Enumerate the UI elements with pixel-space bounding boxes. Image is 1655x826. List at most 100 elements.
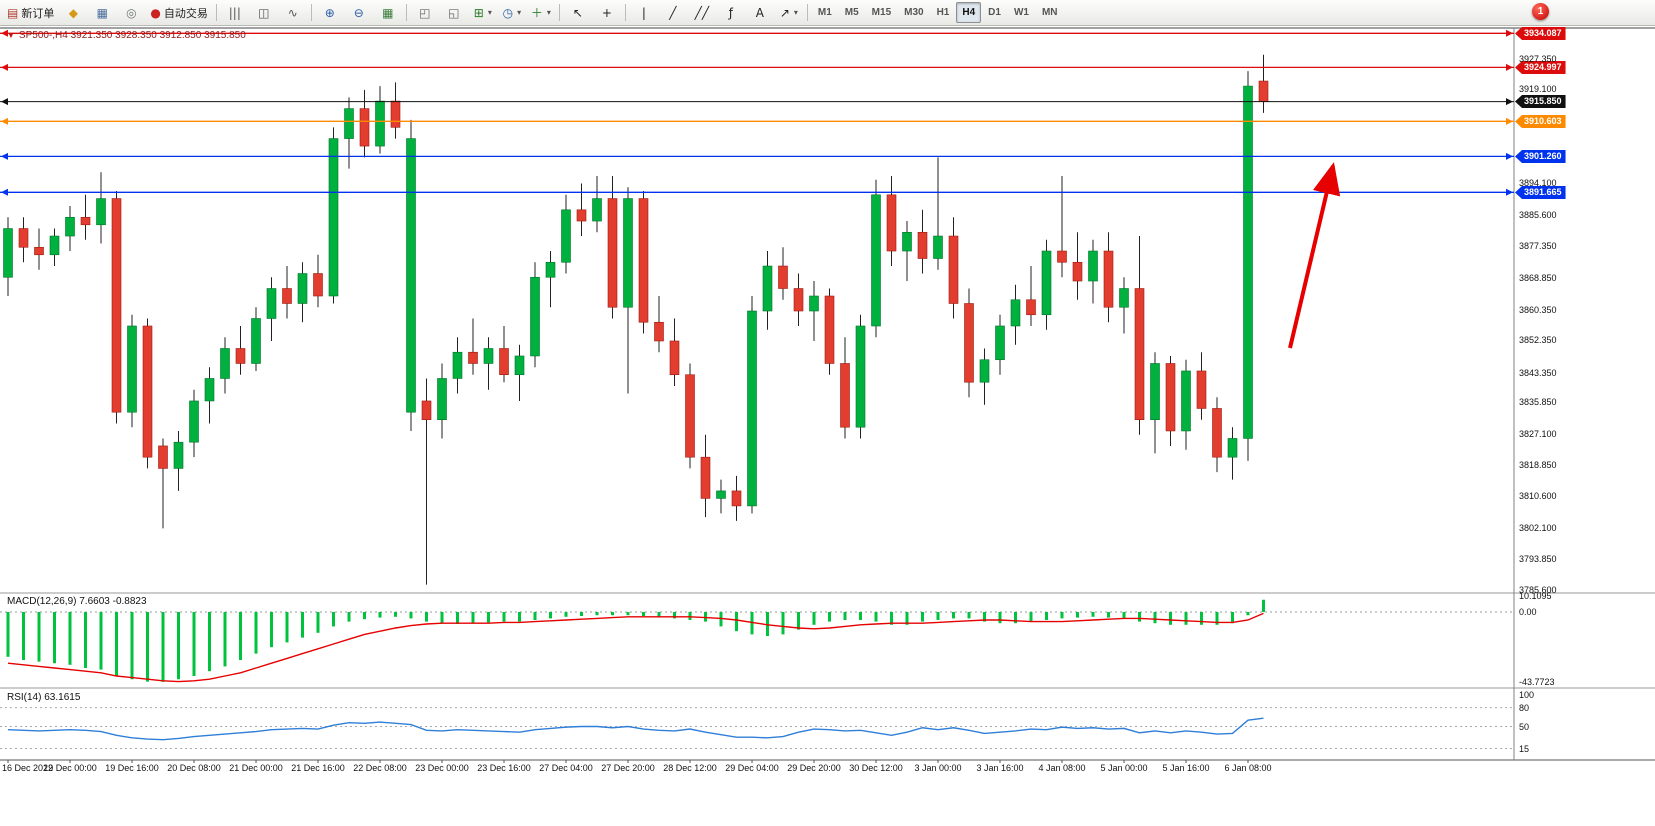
timeframe-button-w1[interactable]: W1	[1013, 7, 1029, 18]
candle	[468, 351, 478, 364]
timeframe-button-m1[interactable]: M1	[817, 7, 832, 18]
candle	[576, 209, 587, 222]
candle	[793, 288, 804, 312]
notification-badge[interactable]: 1	[1532, 3, 1549, 20]
timeframe-button-m15[interactable]: M15	[871, 7, 892, 18]
timeframe-button-d1[interactable]: D1	[988, 7, 1001, 18]
candle	[1103, 250, 1114, 308]
tile-windows-icon: ▦	[382, 5, 394, 20]
candle	[220, 348, 230, 379]
candle	[747, 310, 757, 507]
candle	[18, 228, 29, 248]
channel-icon[interactable]: ╱╱	[688, 1, 716, 24]
trend-arrow-annotation[interactable]	[1288, 162, 1341, 349]
candle	[1150, 363, 1160, 421]
toolbar-separator	[558, 4, 560, 21]
candle	[592, 198, 602, 222]
rsi-line	[7, 717, 1264, 741]
vertical-line-icon: |	[641, 5, 646, 20]
candle	[979, 359, 990, 383]
candle	[1134, 288, 1145, 421]
candle	[530, 276, 540, 357]
candle	[1212, 408, 1222, 458]
trendline-icon[interactable]: ╱	[659, 1, 687, 24]
candle	[80, 216, 91, 226]
candle	[49, 235, 60, 256]
candle	[328, 138, 339, 297]
candle	[1165, 363, 1176, 432]
new-order-button-label: 新订单	[21, 7, 55, 20]
zoom-out-icon[interactable]: ⊖	[345, 1, 373, 24]
candle	[127, 325, 137, 413]
line-chart-icon[interactable]: ∿	[279, 1, 307, 24]
candle	[189, 400, 199, 443]
vertical-line-icon[interactable]: |	[630, 1, 658, 24]
candle	[282, 288, 292, 304]
candle	[716, 490, 726, 499]
candle	[406, 138, 416, 413]
autotrading-button[interactable]: ● 自动交易	[146, 1, 211, 24]
candle	[437, 378, 447, 421]
arrows-tool-icon[interactable]: ↗ ▾	[775, 1, 803, 24]
indicators-icon[interactable]: ＋ ▾	[527, 1, 555, 24]
candle	[1227, 438, 1238, 458]
chart-canvas[interactable]	[0, 26, 1655, 826]
timeframe-button-h4[interactable]: H4	[956, 2, 982, 23]
bar-chart-icon: |||	[228, 5, 241, 20]
text-tool-icon[interactable]: A	[746, 1, 774, 24]
toolbar-separator	[215, 4, 217, 21]
market-watch-icon: ◆	[68, 5, 78, 20]
trendline-icon: ╱	[669, 5, 677, 20]
candle	[669, 340, 680, 376]
candle	[111, 198, 122, 413]
timeframe-button-h1[interactable]: H1	[936, 7, 950, 18]
candle	[731, 490, 742, 507]
candle	[1057, 250, 1067, 263]
cursor-icon: ↖	[572, 5, 583, 20]
new-chart-icon[interactable]: ⊞ ▾	[469, 1, 497, 24]
new-order-button[interactable]: ▤ 新订单	[3, 1, 58, 24]
candle	[964, 303, 974, 383]
periods-icon[interactable]: ◷ ▾	[498, 1, 526, 24]
cursor-icon[interactable]: ↖	[564, 1, 592, 24]
toolbar: ▤ 新订单 ◆ ▦ ◎ ● 自动交易 ||| ◫ ∿ ⊕ ⊖ ▦ ◰ ◱ ⊞ ▾ ◷ ▾ ＋ ▾ ↖ + | ╱ ╱╱ ƒ A ↗ ▾ M1…	[0, 0, 1655, 26]
bar-chart-icon[interactable]: |||	[221, 1, 249, 24]
candle	[499, 348, 509, 376]
autotrading-button: ●	[150, 5, 161, 20]
autotrading-button-label: 自动交易	[163, 7, 208, 20]
candlestick-chart-icon: ◫	[258, 5, 270, 20]
candle	[700, 456, 711, 499]
candle	[902, 231, 912, 252]
navigator-icon[interactable]: ◎	[117, 1, 145, 24]
candle	[452, 351, 463, 379]
fibonacci-icon: ƒ	[728, 5, 733, 20]
cascade-windows-icon[interactable]: ◰	[411, 1, 439, 24]
candle	[809, 295, 819, 312]
candle	[871, 194, 881, 327]
candle	[514, 355, 525, 376]
zoom-in-icon[interactable]: ⊕	[316, 1, 344, 24]
timeframe-button-mn[interactable]: MN	[1041, 7, 1058, 18]
candle	[824, 295, 835, 364]
candle	[65, 216, 75, 237]
candle	[1026, 299, 1036, 316]
candle	[1088, 250, 1098, 282]
candle	[1010, 299, 1021, 327]
crosshair-icon[interactable]: +	[593, 1, 621, 24]
timeframe-button-m30[interactable]: M30	[904, 7, 924, 18]
timeframe-button-m5[interactable]: M5	[844, 7, 859, 18]
channel-icon: ╱╱	[694, 5, 710, 20]
candlestick-chart-icon[interactable]: ◫	[250, 1, 278, 24]
candle	[359, 108, 370, 147]
fibonacci-icon[interactable]: ƒ	[717, 1, 745, 24]
market-watch-icon[interactable]: ◆	[59, 1, 87, 24]
arrange-windows-icon[interactable]: ◱	[440, 1, 468, 24]
chart-area[interactable]: 3934.087 3924.997 3915.850 3910.603 3901.260…	[0, 26, 1655, 826]
chevron-down-icon: ▾	[487, 8, 492, 17]
line-chart-icon: ∿	[287, 5, 298, 20]
toolbar-separator	[405, 4, 407, 21]
data-window-icon[interactable]: ▦	[88, 1, 116, 24]
candle	[1258, 80, 1269, 102]
tile-windows-icon[interactable]: ▦	[374, 1, 402, 24]
